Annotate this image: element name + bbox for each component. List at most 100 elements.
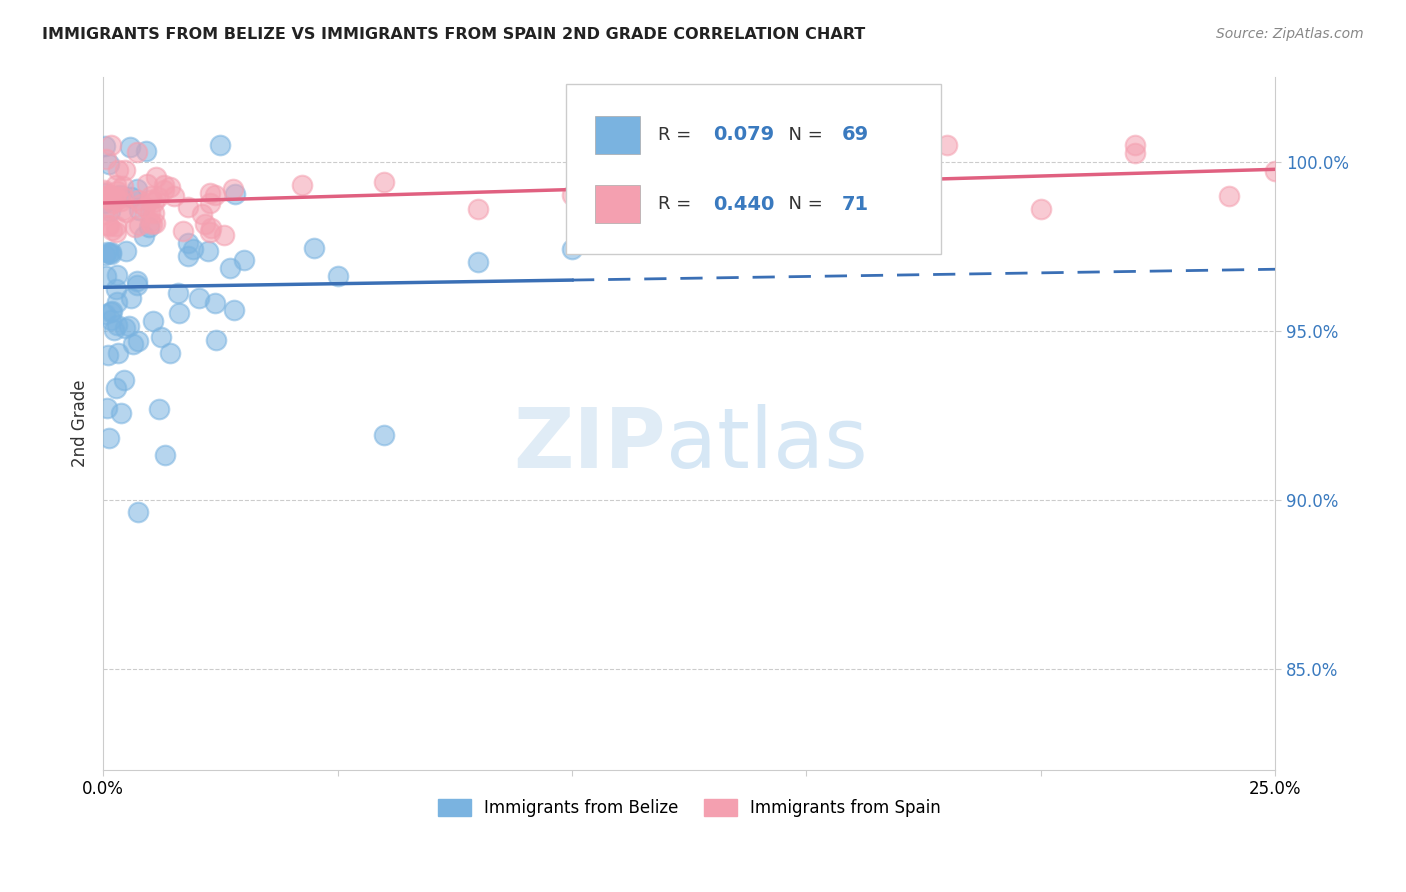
Point <box>93 207 115 221</box>
Point <box>205 333 228 347</box>
Point <box>200 186 222 200</box>
Point <box>105 381 128 395</box>
Point <box>204 296 226 310</box>
Point <box>97 198 120 212</box>
Point <box>302 241 325 255</box>
Point <box>115 205 138 219</box>
Point <box>97 157 120 171</box>
Point <box>177 200 200 214</box>
Point <box>209 138 232 153</box>
Point <box>115 244 138 258</box>
Point <box>139 193 162 207</box>
Point <box>1218 189 1240 203</box>
Point <box>120 140 142 154</box>
Text: ZIP: ZIP <box>513 404 666 485</box>
Point <box>148 190 170 204</box>
Point <box>135 177 157 191</box>
Point <box>124 220 146 235</box>
Point <box>796 171 818 186</box>
Point <box>200 220 222 235</box>
Point <box>114 321 136 335</box>
Point <box>190 207 212 221</box>
Point <box>93 186 115 201</box>
Point <box>105 219 128 234</box>
Text: 0.079: 0.079 <box>713 126 773 145</box>
Point <box>97 219 120 233</box>
Point <box>98 204 121 219</box>
Point <box>107 163 129 178</box>
Point <box>135 145 157 159</box>
Point <box>104 193 127 207</box>
Point <box>176 249 198 263</box>
Point <box>141 189 163 203</box>
Point <box>101 303 124 318</box>
Point <box>138 220 160 235</box>
Point <box>194 217 217 231</box>
Point <box>110 406 132 420</box>
Point <box>103 323 125 337</box>
Point <box>98 246 121 260</box>
Point <box>110 187 132 202</box>
Point <box>100 138 122 153</box>
Point <box>112 373 135 387</box>
Point <box>163 188 186 202</box>
Point <box>326 268 349 283</box>
Point <box>143 206 166 220</box>
Point <box>198 196 221 211</box>
Point <box>97 188 120 202</box>
Point <box>197 244 219 259</box>
Point <box>120 190 142 204</box>
Point <box>105 318 128 333</box>
Point <box>104 226 127 240</box>
Point <box>153 178 176 192</box>
Point <box>561 187 583 202</box>
Point <box>100 313 122 327</box>
Point <box>702 186 724 201</box>
Point <box>167 306 190 320</box>
Point <box>94 152 117 166</box>
Point <box>97 218 120 232</box>
Point <box>118 319 141 334</box>
Point <box>107 346 129 360</box>
Point <box>94 185 117 199</box>
Point <box>232 252 254 267</box>
Point <box>101 195 124 210</box>
Point <box>373 427 395 442</box>
Y-axis label: 2nd Grade: 2nd Grade <box>72 380 89 467</box>
Point <box>105 282 128 296</box>
Point <box>93 182 115 196</box>
Point <box>221 182 243 196</box>
Point <box>125 277 148 292</box>
Text: Source: ZipAtlas.com: Source: ZipAtlas.com <box>1216 27 1364 41</box>
Point <box>105 268 128 282</box>
Point <box>214 227 236 242</box>
Point <box>105 295 128 310</box>
Point <box>98 431 121 445</box>
Point <box>100 247 122 261</box>
Point <box>145 216 167 230</box>
Point <box>129 196 152 211</box>
Point <box>291 178 314 192</box>
Point <box>125 145 148 160</box>
Point <box>467 255 489 269</box>
Text: R =: R = <box>658 126 696 144</box>
Text: IMMIGRANTS FROM BELIZE VS IMMIGRANTS FROM SPAIN 2ND GRADE CORRELATION CHART: IMMIGRANTS FROM BELIZE VS IMMIGRANTS FRO… <box>42 27 866 42</box>
Point <box>100 244 122 259</box>
Point <box>172 224 194 238</box>
Point <box>127 182 149 196</box>
Point <box>181 243 204 257</box>
Point <box>224 303 246 318</box>
Point <box>128 193 150 207</box>
Point <box>128 203 150 218</box>
Point <box>141 314 163 328</box>
Point <box>100 188 122 202</box>
Point <box>1123 146 1146 161</box>
Point <box>1123 138 1146 153</box>
Point <box>224 186 246 201</box>
Point <box>105 184 128 198</box>
Point <box>561 242 583 256</box>
Bar <box>596 185 640 223</box>
Point <box>148 401 170 416</box>
Point <box>159 346 181 360</box>
Point <box>134 200 156 214</box>
